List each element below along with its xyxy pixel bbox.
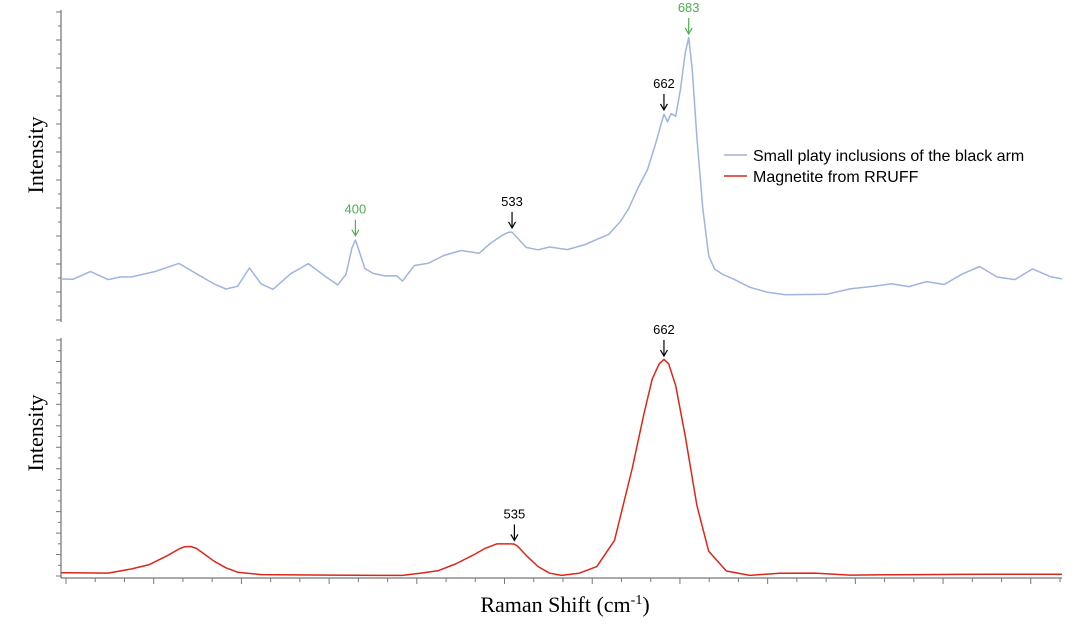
x-axis-label: Raman Shift (cm-1): [480, 592, 649, 617]
top-peak-label-400: 400: [345, 202, 367, 217]
top-annotations: 400 533 662 683: [345, 0, 700, 237]
top-peak-arrowhead-533: [508, 221, 517, 230]
top-peak-arrowhead-662: [659, 103, 668, 112]
top-plot-area: [60, 36, 1063, 296]
top-peak-label-683: 683: [678, 0, 700, 15]
bottom-peak-arrowhead-535: [510, 534, 519, 542]
top-y-axis-label: Intensity: [23, 117, 48, 194]
top-peak-arrowhead-400: [351, 229, 360, 237]
bottom-series-line: [60, 358, 1063, 577]
legend-label-magnetite: Magnetite from RRUFF: [753, 169, 919, 186]
x-ticks: [65, 578, 1061, 584]
bottom-y-ticks: [56, 339, 61, 577]
bottom-peak-label-662: 662: [653, 322, 675, 337]
bottom-annotations: 535 662: [504, 322, 675, 542]
top-peak-label-662: 662: [653, 76, 675, 91]
top-y-ticks: [56, 11, 61, 321]
bottom-y-axis-label: Intensity: [23, 395, 48, 472]
legend: Small platy inclusions of the black arm …: [724, 148, 1024, 186]
top-peak-arrowhead-683: [684, 27, 693, 36]
legend-label-inclusions: Small platy inclusions of the black arm: [753, 148, 1024, 165]
top-peak-label-533: 533: [501, 194, 523, 209]
bottom-plot-area: [60, 358, 1063, 577]
bottom-peak-arrowhead-662: [659, 349, 668, 358]
top-series-line: [60, 36, 1063, 296]
bottom-peak-label-535: 535: [504, 506, 526, 521]
